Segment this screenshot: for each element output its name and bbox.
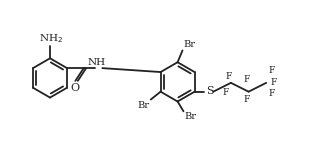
Text: F: F (223, 88, 229, 97)
Text: Br: Br (183, 41, 196, 49)
Text: F: F (243, 95, 250, 104)
Text: F: F (243, 75, 250, 84)
Text: NH: NH (87, 58, 105, 67)
Text: NH$_2$: NH$_2$ (39, 32, 63, 45)
Text: Br: Br (138, 101, 150, 110)
Text: F: F (268, 89, 275, 98)
Text: O: O (70, 83, 80, 93)
Text: F: F (268, 66, 275, 75)
Text: F: F (226, 72, 232, 81)
Text: Br: Br (184, 112, 197, 121)
Text: S: S (206, 86, 214, 96)
Text: F: F (270, 78, 276, 87)
